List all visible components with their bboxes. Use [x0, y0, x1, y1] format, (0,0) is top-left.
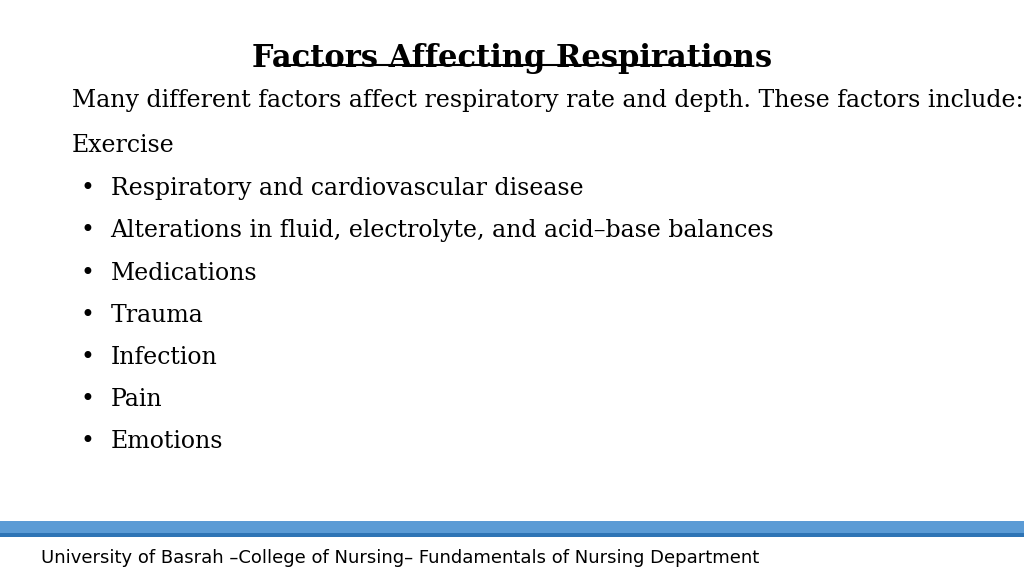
Text: Many different factors affect respiratory rate and depth. These factors include:: Many different factors affect respirator…: [72, 89, 1023, 112]
Text: •: •: [80, 219, 94, 242]
Text: •: •: [80, 304, 94, 327]
Text: •: •: [80, 262, 94, 285]
Text: Medications: Medications: [111, 262, 257, 285]
Text: Trauma: Trauma: [111, 304, 204, 327]
Text: Respiratory and cardiovascular disease: Respiratory and cardiovascular disease: [111, 177, 584, 200]
Text: •: •: [80, 346, 94, 369]
Text: Pain: Pain: [111, 388, 162, 411]
Text: Exercise: Exercise: [72, 134, 174, 157]
Bar: [0, 533, 1024, 537]
Text: •: •: [80, 177, 94, 200]
Text: University of Basrah –College of Nursing– Fundamentals of Nursing Department: University of Basrah –College of Nursing…: [41, 548, 759, 567]
Text: Infection: Infection: [111, 346, 217, 369]
Text: •: •: [80, 388, 94, 411]
Bar: [0, 521, 1024, 533]
Text: Alterations in fluid, electrolyte, and acid–base balances: Alterations in fluid, electrolyte, and a…: [111, 219, 774, 242]
Text: Factors Affecting Respirations: Factors Affecting Respirations: [252, 43, 772, 74]
Text: •: •: [80, 430, 94, 453]
Text: Emotions: Emotions: [111, 430, 223, 453]
